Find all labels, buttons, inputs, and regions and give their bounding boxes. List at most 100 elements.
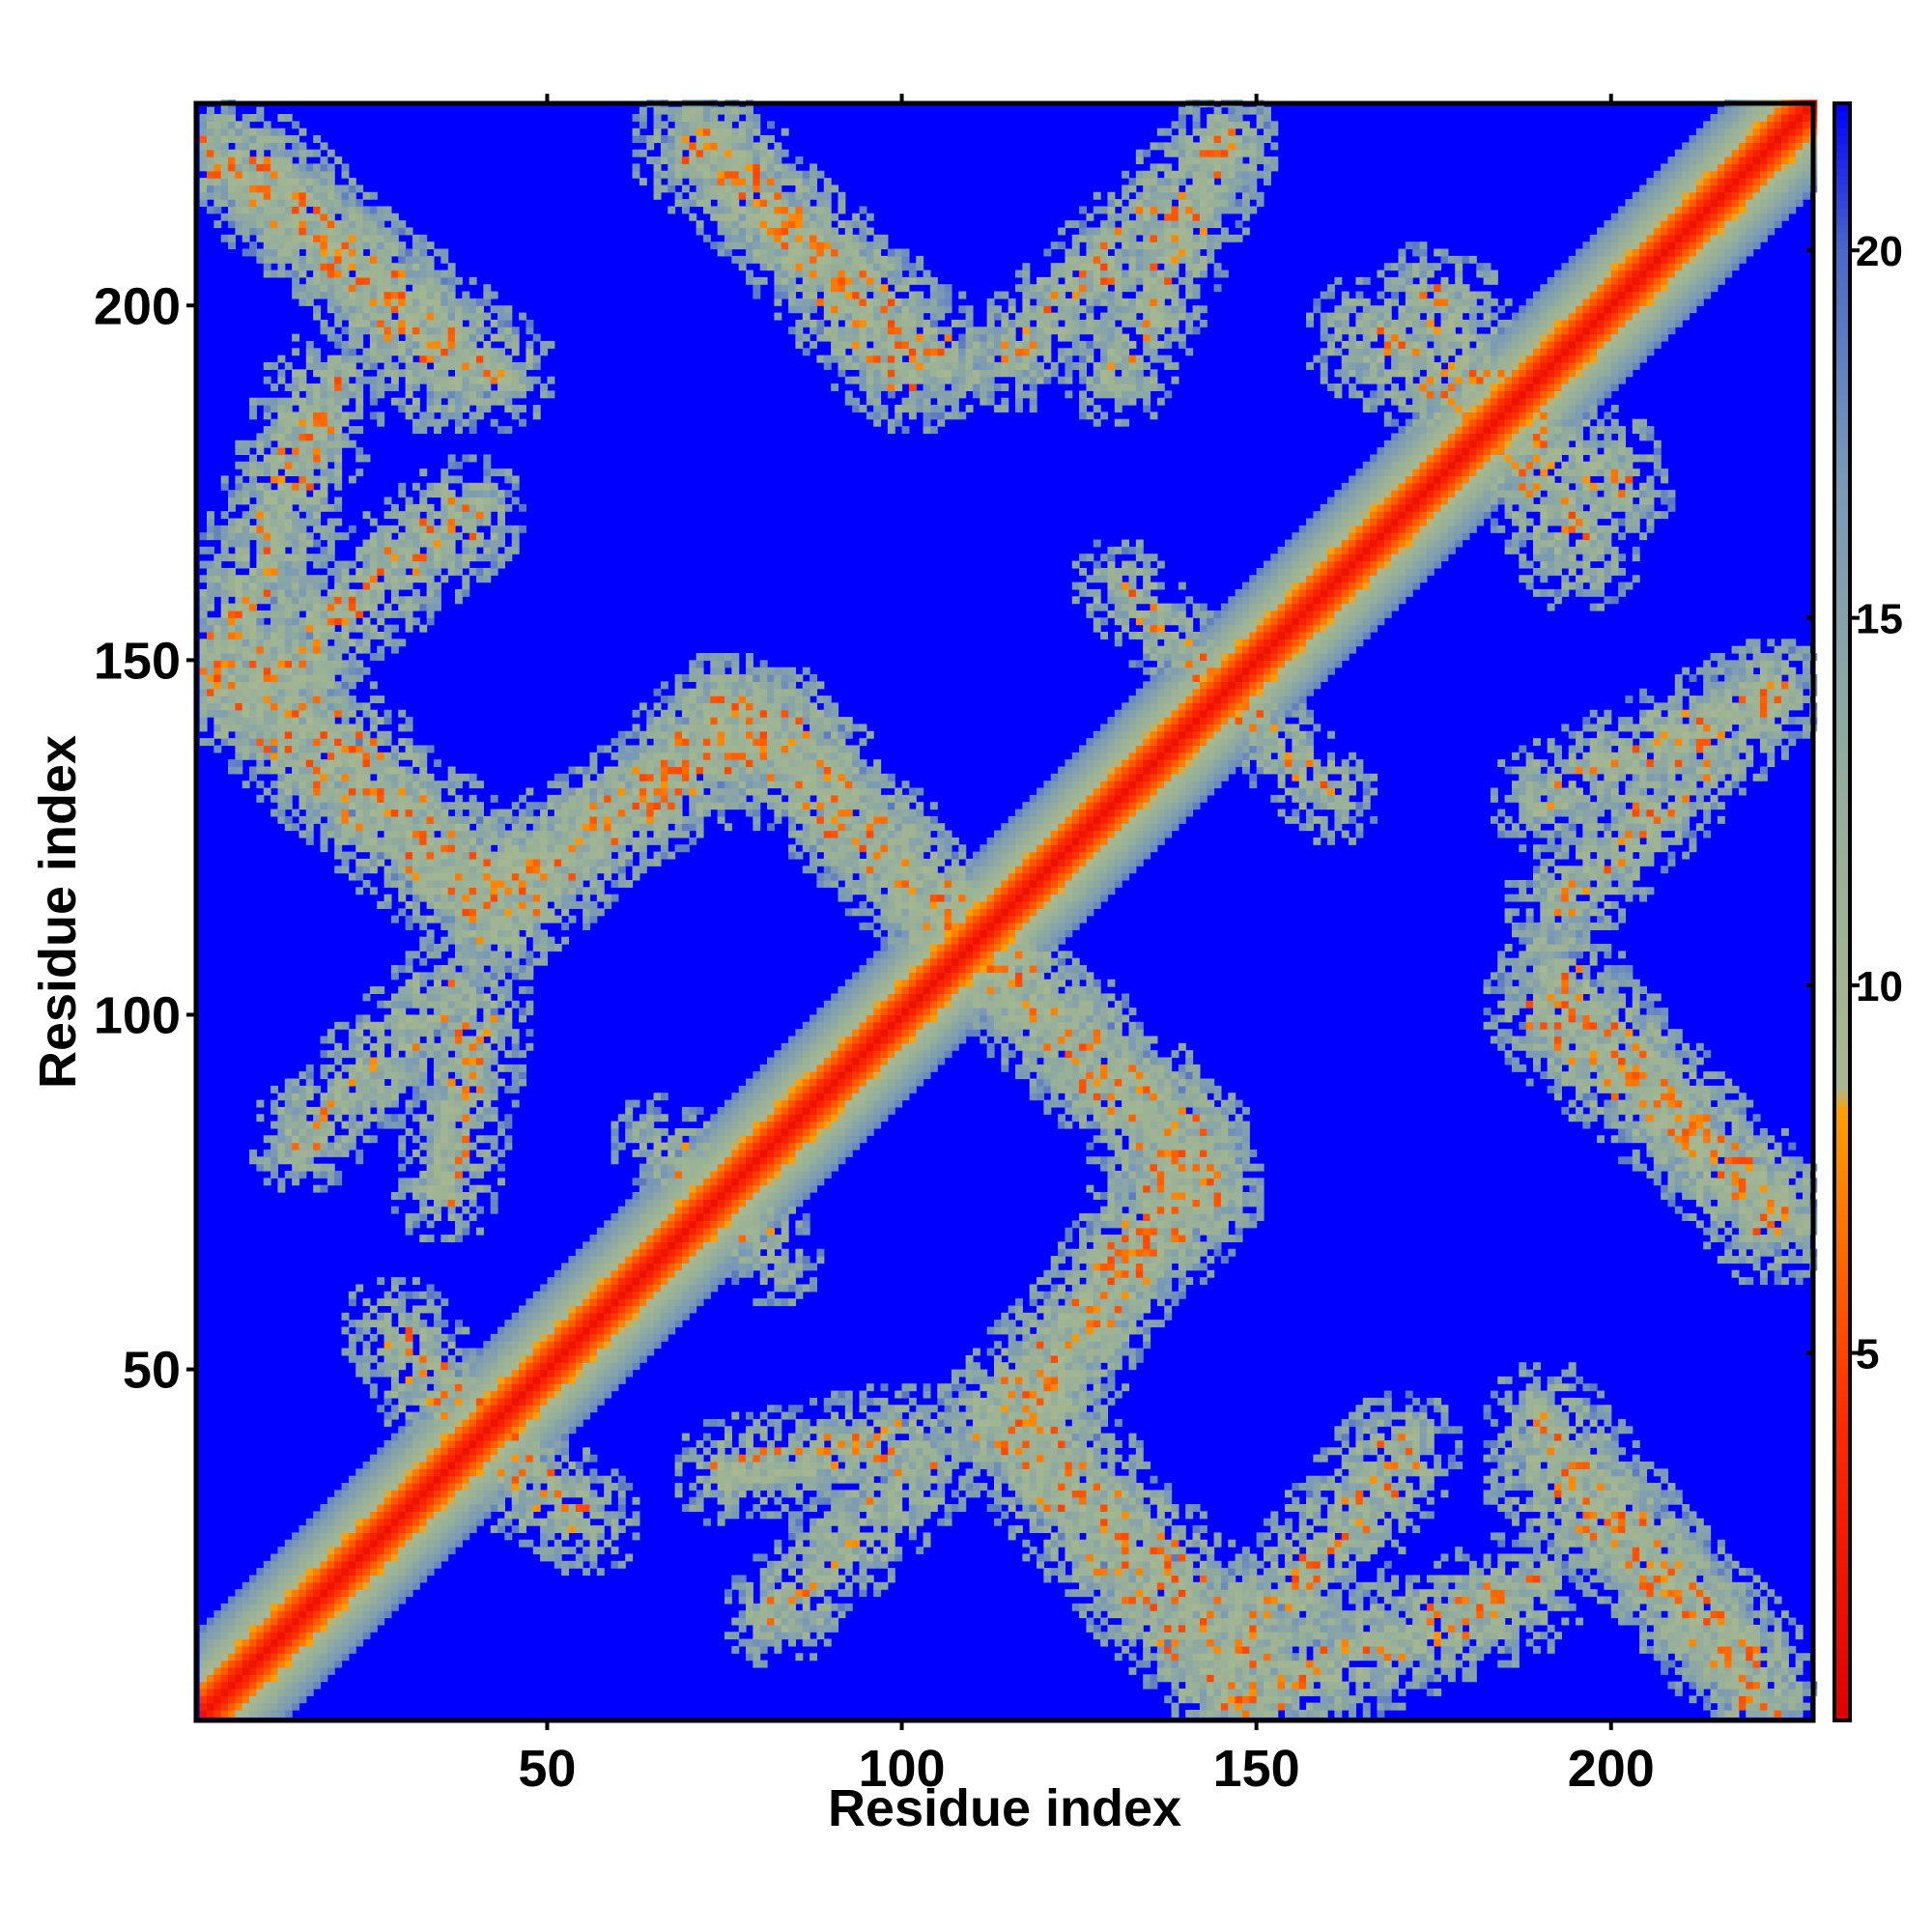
- heatmap-cell: [263, 206, 271, 214]
- heatmap-cell: [292, 454, 300, 463]
- heatmap-cell: [256, 617, 265, 626]
- heatmap-cell: [497, 1383, 505, 1392]
- heatmap-cell: [334, 447, 343, 456]
- heatmap-cell: [334, 802, 343, 810]
- heatmap-cell: [270, 191, 279, 200]
- heatmap-cell: [327, 1603, 335, 1611]
- heatmap-cell: [242, 185, 250, 193]
- heatmap-cell: [469, 497, 477, 505]
- heatmap-cell: [405, 866, 413, 874]
- heatmap-cell: [454, 915, 463, 923]
- heatmap-cell: [277, 1106, 286, 1115]
- heatmap-cell: [235, 170, 243, 179]
- heatmap-cell: [235, 156, 243, 165]
- heatmap-cell: [228, 738, 236, 747]
- heatmap-cell: [469, 327, 477, 335]
- heatmap-cell: [483, 858, 492, 867]
- heatmap-cell: [405, 333, 413, 342]
- heatmap-cell: [454, 1433, 463, 1441]
- heatmap-cell: [292, 575, 300, 583]
- heatmap-cell: [433, 872, 441, 881]
- heatmap-cell: [476, 319, 484, 327]
- heatmap-cell: [497, 1021, 505, 1030]
- heatmap-cell: [497, 1405, 505, 1413]
- heatmap-cell: [320, 582, 328, 590]
- heatmap-cell: [440, 866, 449, 874]
- heatmap-cell: [447, 815, 456, 824]
- heatmap-cell: [419, 1369, 428, 1378]
- heatmap-cell: [277, 653, 286, 661]
- heatmap-cell: [504, 844, 513, 853]
- heatmap-cell: [390, 361, 399, 370]
- heatmap-cell: [504, 936, 513, 945]
- heatmap-cell: [348, 724, 356, 732]
- heatmap-cell: [369, 255, 378, 264]
- heatmap-cell: [263, 163, 271, 172]
- heatmap-cell: [313, 1532, 322, 1541]
- heatmap-cell: [398, 1348, 407, 1356]
- heatmap-cell: [284, 667, 293, 675]
- heatmap-cell: [476, 872, 484, 881]
- heatmap-cell: [454, 1029, 463, 1037]
- heatmap-cell: [519, 1064, 527, 1072]
- heatmap-cell: [348, 1036, 356, 1044]
- heatmap-cell: [419, 1362, 428, 1371]
- heatmap-cell: [419, 773, 428, 781]
- heatmap-cell: [270, 596, 279, 605]
- heatmap-cell: [476, 915, 484, 923]
- heatmap-cell: [362, 631, 371, 639]
- heatmap-cell: [341, 369, 350, 378]
- heatmap-cell: [426, 1462, 435, 1469]
- heatmap-cell: [433, 759, 441, 768]
- heatmap-cell: [348, 1553, 356, 1562]
- heatmap-cell: [270, 397, 279, 406]
- heatmap-cell: [532, 1547, 541, 1555]
- heatmap-cell: [447, 1539, 456, 1548]
- heatmap-cell: [292, 270, 300, 278]
- heatmap-cell: [419, 525, 428, 533]
- heatmap-cell: [327, 709, 335, 718]
- heatmap-cell: [511, 412, 520, 420]
- heatmap-cell: [320, 405, 328, 412]
- heatmap-cell: [320, 1036, 328, 1044]
- heatmap-cell: [469, 972, 477, 980]
- heatmap-cell: [519, 376, 527, 384]
- heatmap-cell: [519, 1439, 527, 1448]
- heatmap-cell: [398, 1560, 407, 1569]
- heatmap-cell: [440, 1057, 449, 1065]
- heatmap-cell: [348, 1042, 356, 1051]
- heatmap-cell: [519, 1518, 527, 1526]
- heatmap-cell: [390, 560, 399, 569]
- heatmap-cell: [447, 490, 456, 498]
- heatmap-cell: [341, 390, 350, 399]
- heatmap-cell: [270, 1142, 279, 1151]
- heatmap-cell: [270, 220, 279, 229]
- heatmap-cell: [292, 1674, 300, 1683]
- heatmap-cell: [476, 815, 484, 824]
- heatmap-cell: [419, 936, 428, 945]
- heatmap-cell: [490, 1462, 498, 1469]
- heatmap-cell: [213, 724, 222, 732]
- heatmap-cell: [469, 986, 477, 995]
- heatmap-cell: [256, 1638, 265, 1647]
- heatmap-cell: [235, 206, 243, 214]
- heatmap-cell: [228, 1638, 236, 1647]
- heatmap-cell: [377, 1369, 385, 1378]
- heatmap-cell: [526, 1390, 534, 1399]
- heatmap-cell: [199, 1702, 208, 1711]
- heatmap-cell: [327, 1078, 335, 1087]
- heatmap-cell: [263, 426, 271, 435]
- heatmap-cell: [348, 1568, 356, 1577]
- heatmap-cell: [440, 1135, 449, 1144]
- heatmap-cell: [483, 1093, 492, 1101]
- heatmap-cell: [298, 766, 307, 775]
- heatmap-cell: [277, 1547, 286, 1555]
- heatmap-cell: [235, 709, 243, 718]
- heatmap-cell: [320, 242, 328, 250]
- heatmap-cell: [476, 1085, 484, 1094]
- heatmap-cell: [355, 1320, 364, 1328]
- heatmap-cell: [341, 170, 350, 179]
- heatmap-cell: [519, 844, 527, 853]
- heatmap-cell: [532, 1518, 541, 1526]
- heatmap-cell: [298, 1156, 307, 1165]
